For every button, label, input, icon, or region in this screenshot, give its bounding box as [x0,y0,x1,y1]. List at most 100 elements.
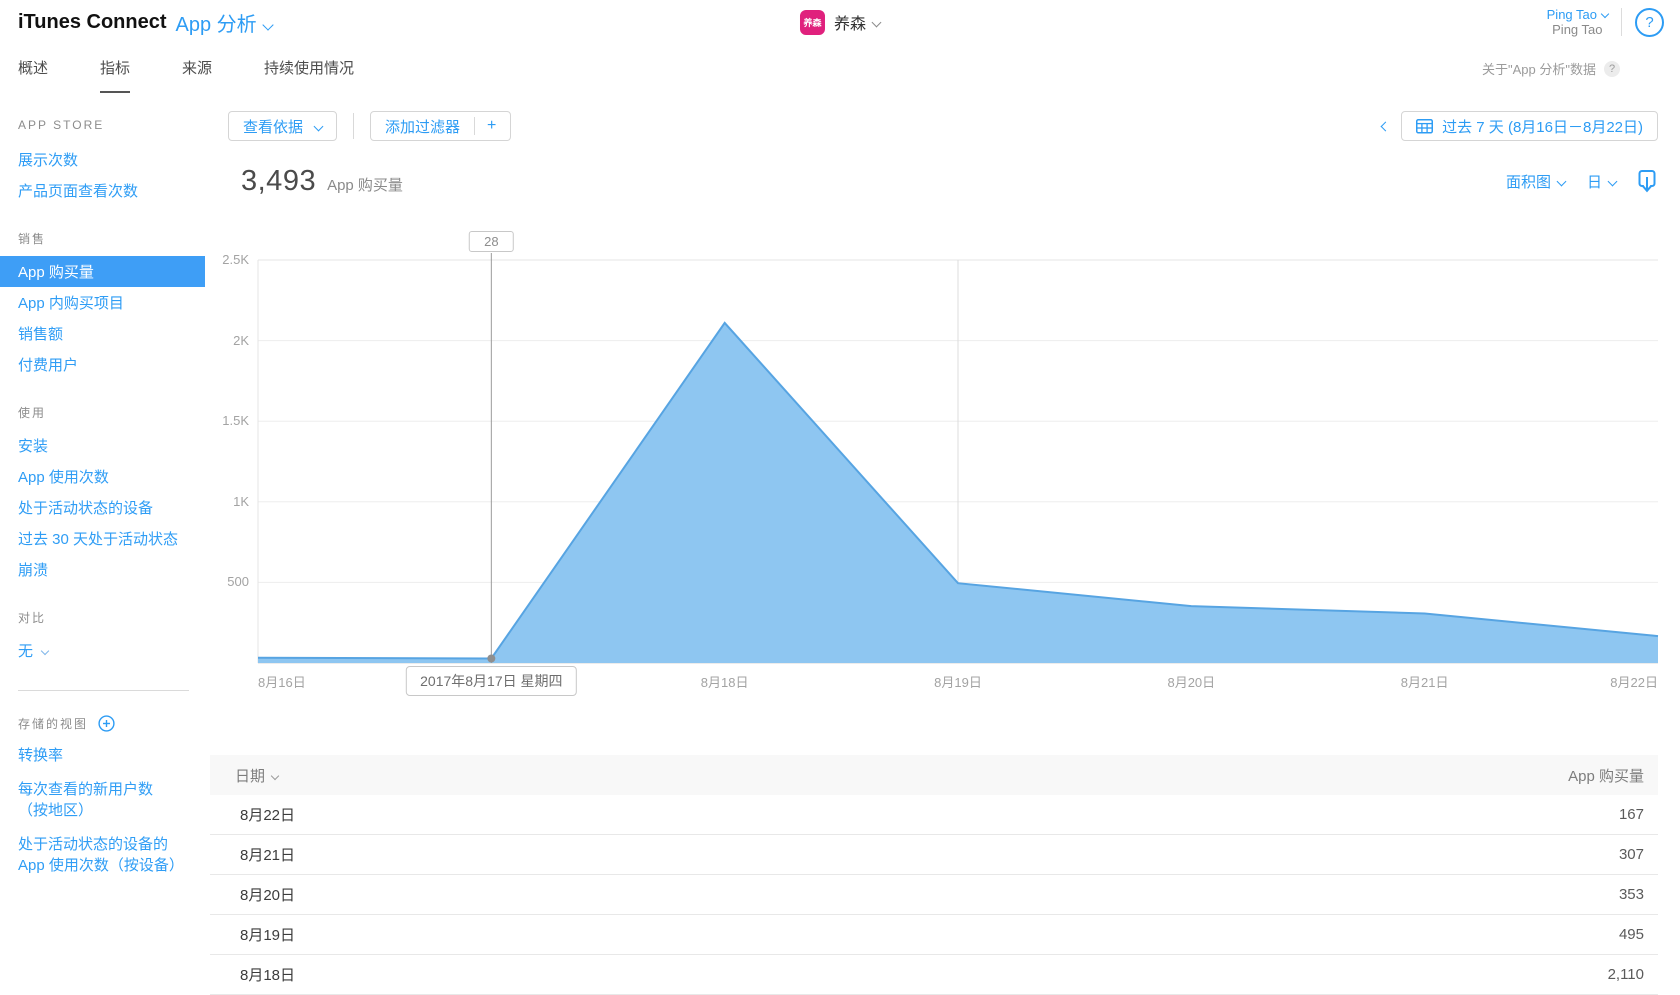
sidebar-section-title: 使用 [18,406,47,420]
y-axis-label: 1.5K [222,413,249,429]
x-axis-label: 8月22日 [1610,675,1658,690]
view-by-dropdown[interactable]: 查看依据 [228,111,338,141]
divider [474,117,476,135]
sidebar-item-installations[interactable]: 安装 [0,430,205,461]
sidebar-item-impressions[interactable]: 展示次数 [0,144,205,175]
app-icon: 养森 [799,9,825,35]
date-header-label: 日期 [235,767,266,785]
tab-bar: 概述 指标 来源 持续使用情况 关于"App 分析"数据 ? [0,44,1680,94]
value-column-header: App 购买量 [1568,767,1644,785]
x-axis-label: 8月16日 [258,675,306,690]
sidebar-section: 对比无 [0,609,205,666]
add-filter-button[interactable]: 添加过滤器 + [370,111,512,141]
plus-circle-icon[interactable] [98,714,115,732]
user-menu[interactable]: Ping Tao Ping Tao [1546,7,1610,37]
brand-title: iTunes Connect [18,10,167,33]
sidebar-item-label: App 购买量 [18,264,94,281]
sidebar-item-paying-users[interactable]: 付费用户 [0,349,205,380]
view-by-label: 查看依据 [243,118,304,136]
sidebar-item-label: 崩溃 [18,562,49,579]
x-axis-label: 8月18日 [700,675,749,690]
y-axis-label: 2.5K [222,252,249,267]
app-analytics-label: App 分析 [175,13,257,36]
sidebar-item-crashes[interactable]: 崩溃 [0,554,205,585]
chevron-down-icon [40,646,50,655]
table-row: 8月20日 353 [210,875,1658,915]
team-name: Ping Tao [1552,22,1603,37]
sidebar-section-title: 销售 [18,232,47,246]
saved-view-link-1[interactable]: 转换率 [18,747,64,764]
sidebar-item-active-last-30-days[interactable]: 过去 30 天处于活动状态 [0,523,205,554]
chevron-down-icon [270,771,280,780]
row-date: 8月22日 [240,807,296,824]
export-icon [1638,170,1656,193]
sidebar-item-in-app-purchases[interactable]: App 内购买项目 [0,287,205,318]
chart-type-label: 面积图 [1505,173,1551,191]
date-column-header[interactable]: 日期 [235,765,280,786]
chevron-down-icon [1556,176,1567,186]
user-name: Ping Tao [1546,7,1597,22]
sidebar-item-sales[interactable]: 销售额 [0,318,205,349]
sidebar-item-label: 过去 30 天处于活动状态 [18,531,179,548]
table-row: 8月21日 307 [210,835,1658,875]
divider [1621,8,1622,36]
saved-view-link-2[interactable]: 每次查看的新用户数（按地区） [18,781,154,819]
row-value: 167 [1618,806,1644,823]
table-header-row: 日期 App 购买量 [210,755,1658,795]
help-icon[interactable]: ? [1635,7,1664,37]
app-icon-text: 养森 [803,17,822,28]
date-range-picker[interactable]: 过去 7 天 (8月16日－8月22日) [1401,111,1658,141]
area-chart[interactable] [257,253,1659,664]
sidebar-section-title: 对比 [18,611,47,625]
interval-dropdown[interactable]: 日 [1587,171,1618,192]
calendar-icon [1416,119,1434,134]
saved-views-title: 存储的视图 [18,716,89,731]
previous-period-arrow[interactable] [1380,121,1391,131]
crosshair-date-tooltip: 2017年8月17日 星期四 [406,666,577,696]
top-navigation-bar: iTunes Connect App 分析 养森 养森 Ping Tao Pin… [0,0,1680,45]
about-data-link[interactable]: 关于"App 分析"数据 [1482,62,1596,77]
plus-icon: + [487,117,497,134]
sidebar-section: 使用安装 App 使用次数处于活动状态的设备过去 30 天处于活动状态 崩溃 [0,404,205,585]
sidebar-item-active-devices[interactable]: 处于活动状态的设备 [0,492,205,523]
chevron-down-icon [871,17,882,27]
row-value: 495 [1618,926,1644,943]
divider [18,690,189,691]
saved-view-link-3[interactable]: 处于活动状态的设备的 App 使用次数（按设备） [18,836,184,874]
app-selector[interactable]: 养森 养森 [799,0,882,44]
tab-metrics[interactable]: 指标 [100,44,131,93]
area-fill [258,322,1658,663]
tab-sources[interactable]: 来源 [182,60,213,77]
about-area: 关于"App 分析"数据 ? [1482,44,1620,93]
app-analytics-menu[interactable]: App 分析 [175,8,274,37]
export-button[interactable] [1638,169,1658,193]
tab-overview[interactable]: 概述 [18,60,49,77]
chevron-down-icon [1607,176,1618,186]
toolbar: 查看依据 添加过滤器 + 过去 7 天 (8月16日－8月22日) [228,110,1658,142]
sidebar-item-label: App 使用次数 [18,469,109,486]
data-table: 日期 App 购买量 8月22日 167 8月21日 307 8月20日 353 8月19日 49… [210,755,1658,995]
row-value: 307 [1618,846,1644,863]
sidebar-section: 销售 App 购买量 App 内购买项目 销售额付费用户 [0,230,205,380]
chevron-down-icon [262,18,274,31]
sidebar-item-sessions[interactable]: App 使用次数 [0,461,205,492]
metric-value: 3,493 [241,164,317,197]
sidebar-item-app-units[interactable]: App 购买量 [0,256,205,287]
row-value: 2,110 [1607,966,1644,983]
table-row: 8月22日 167 [210,795,1658,835]
crosshair-value-flag: 28 [469,231,514,252]
tab-retention[interactable]: 持续使用情况 [264,60,355,77]
question-icon[interactable]: ? [1604,60,1620,77]
app-name: 养森 [833,16,867,33]
chevron-left-icon [1380,121,1391,131]
sidebar-item-label: 付费用户 [18,357,79,374]
tabs: 概述 指标 来源 持续使用情况 [18,44,406,93]
chart-type-dropdown[interactable]: 面积图 [1505,171,1567,192]
sidebar-item-product-page-views[interactable]: 产品页面查看次数 [0,175,205,206]
chevron-down-icon [1600,9,1610,19]
date-range-label: 过去 7 天 (8月16日－8月22日) [1442,118,1643,136]
sidebar-compare-select[interactable]: 无 [0,635,205,666]
crosshair-dot [487,654,496,663]
brand: iTunes Connect App 分析 [18,0,274,44]
sidebar: APP STORE 展示次数 产品页面查看次数 销售 App 购买量 App 内购买项目销… [0,93,206,990]
